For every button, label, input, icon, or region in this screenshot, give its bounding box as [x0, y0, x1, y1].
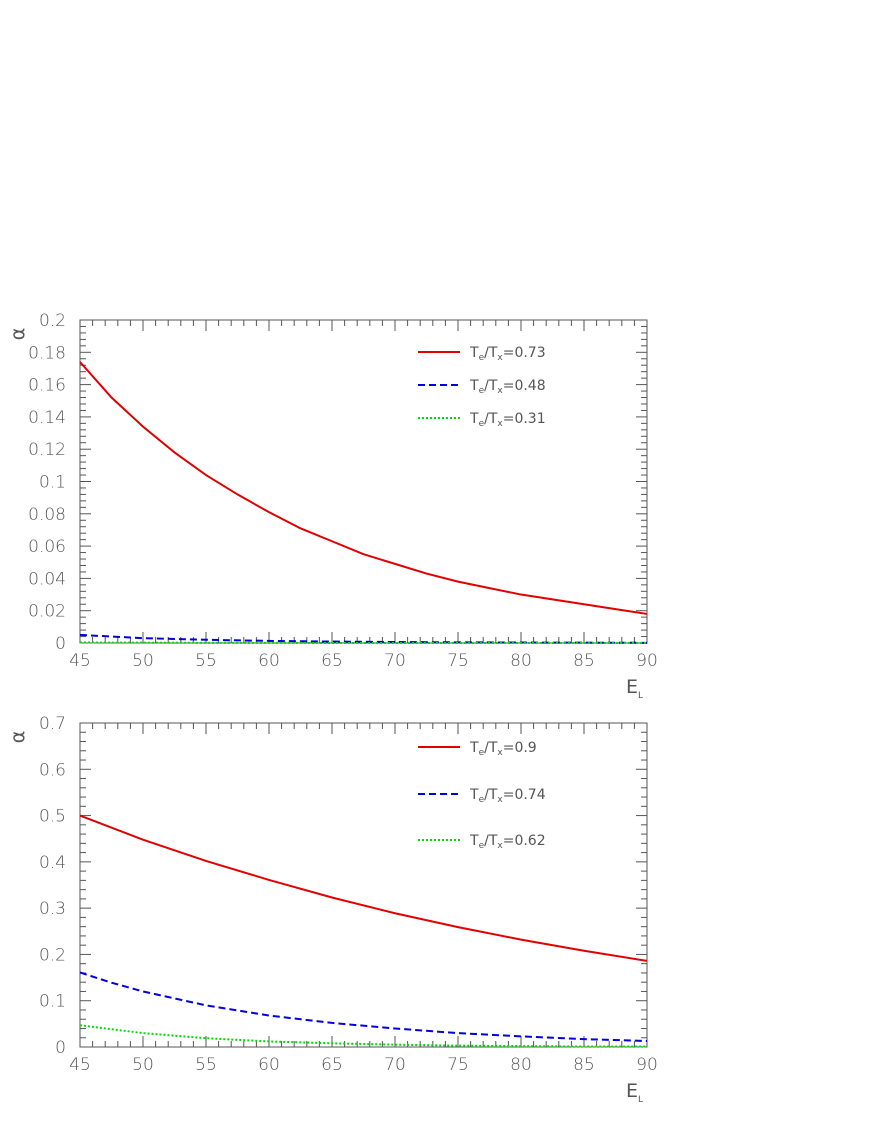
x-tick-label: 50 [132, 1055, 154, 1075]
x-tick-label: 90 [636, 1055, 658, 1075]
x-tick-label: 75 [447, 651, 469, 671]
x-tick-label: 60 [258, 651, 280, 671]
y-tick-label: 0 [55, 634, 66, 654]
y-tick-label: 0.02 [28, 602, 66, 622]
x-tick-label: 85 [573, 1055, 595, 1075]
x-tick-label: 80 [510, 1055, 532, 1075]
x-tick-label: 45 [69, 651, 91, 671]
y-axis-label: α [7, 731, 29, 744]
y-tick-label: 0.12 [28, 440, 66, 460]
x-tick-label: 55 [195, 1055, 217, 1075]
x-axis-label: EL [626, 1080, 643, 1105]
x-tick-label: 45 [69, 1055, 91, 1075]
x-tick-label: 75 [447, 1055, 469, 1075]
legend-label-2: Te/Tx=0.48 [469, 378, 546, 396]
y-tick-label: 0.1 [39, 473, 66, 493]
plot-frame [79, 722, 648, 1048]
y-tick-label: 0.16 [28, 376, 66, 396]
x-axis-label: EL [626, 676, 643, 701]
y-tick-label: 0 [55, 1038, 66, 1058]
x-tick-label: 50 [132, 651, 154, 671]
chart-panel-2: 45 50 55 60 65 70 75 80 85 90 0 0.1 0.2 0.3 0.4 0.5 0.6 0… [7, 714, 658, 1105]
y-axis-label: α [7, 328, 29, 341]
y-tick-label: 0.14 [28, 408, 66, 428]
series-line-3 [79, 1024, 647, 1048]
y-tick-label: 0.6 [39, 760, 66, 780]
x-tick-label: 70 [384, 1055, 406, 1075]
chart-panel-1: 45 50 55 60 65 70 75 80 85 90 0 0.02 0.04 0.06 0.08 0.1… [7, 311, 658, 701]
y-tick-label: 0.5 [39, 807, 66, 827]
y-tick-label: 0.1 [39, 992, 66, 1012]
y-tick-label: 0.4 [39, 853, 66, 873]
legend-label-3: Te/Tx=0.31 [469, 411, 546, 429]
plot-frame [79, 319, 648, 644]
y-tick-label: 0.2 [39, 945, 66, 965]
legend-label-2: Te/Tx=0.74 [469, 787, 546, 805]
series-line-2 [79, 633, 648, 644]
x-tick-label: 55 [195, 651, 217, 671]
y-tick-label: 0.3 [39, 899, 66, 919]
legend-label-3: Te/Tx=0.62 [469, 833, 546, 851]
y-tick-label: 0.2 [39, 311, 66, 331]
x-tick-label: 70 [384, 651, 406, 671]
y-tick-label: 0.08 [28, 505, 66, 525]
series-line-2 [79, 971, 648, 1042]
x-tick-label: 80 [510, 651, 532, 671]
x-tick-label: 90 [636, 651, 658, 671]
y-tick-label: 0.18 [28, 343, 66, 363]
legend-label-1: Te/Tx=0.9 [469, 740, 537, 758]
y-tick-label: 0.04 [28, 569, 66, 589]
series-line-1 [79, 361, 648, 615]
legend-label-1: Te/Tx=0.73 [469, 345, 546, 363]
y-tick-label: 0.7 [39, 714, 66, 734]
series-line-1 [79, 814, 648, 962]
x-tick-label: 60 [258, 1055, 280, 1075]
x-tick-label: 65 [321, 651, 343, 671]
x-tick-label: 65 [321, 1055, 343, 1075]
y-tick-label: 0.06 [28, 537, 66, 557]
x-tick-label: 85 [573, 651, 595, 671]
